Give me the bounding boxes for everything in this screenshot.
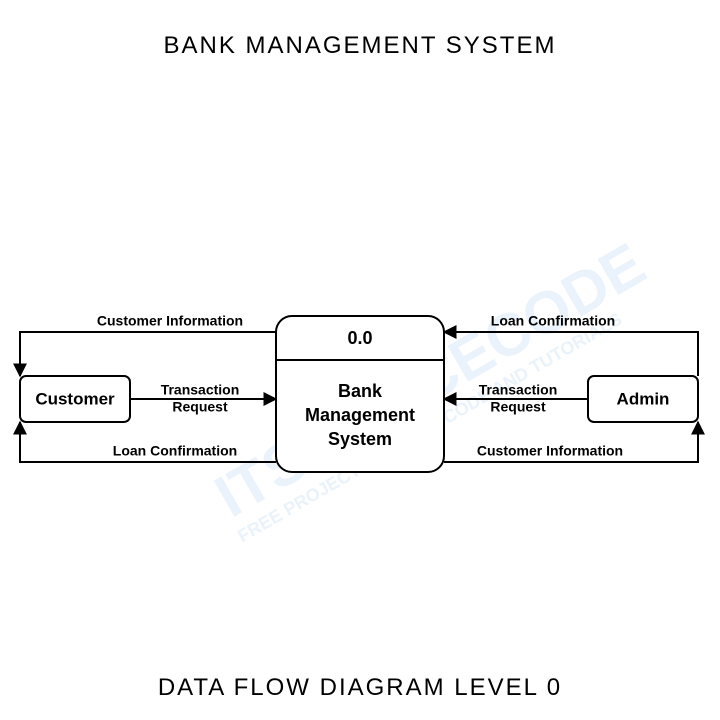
node-label-admin: Admin xyxy=(617,389,670,408)
edge-label-cust-info-out: Customer Information xyxy=(97,313,243,329)
edge-cust-info-out xyxy=(20,332,276,376)
edge-loan-conf-right xyxy=(444,332,698,376)
dfd-diagram: Customer InformationTransactionRequestLo… xyxy=(0,0,720,720)
edge-label2-txn-req-left: Request xyxy=(172,399,228,415)
edge-label-loan-conf-right: Loan Confirmation xyxy=(491,313,615,329)
node-body1-process: Bank xyxy=(338,381,383,401)
edge-label-loan-conf-left: Loan Confirmation xyxy=(113,443,237,459)
node-body2-process: Management xyxy=(305,405,415,425)
node-header-process: 0.0 xyxy=(347,328,372,348)
edge-label-txn-req-right: Transaction xyxy=(479,382,558,398)
edge-label-cust-info-right: Customer Information xyxy=(477,443,623,459)
edge-label-txn-req-left: Transaction xyxy=(161,382,240,398)
node-body3-process: System xyxy=(328,429,392,449)
node-label-customer: Customer xyxy=(35,389,115,408)
edge-label2-txn-req-right: Request xyxy=(490,399,546,415)
